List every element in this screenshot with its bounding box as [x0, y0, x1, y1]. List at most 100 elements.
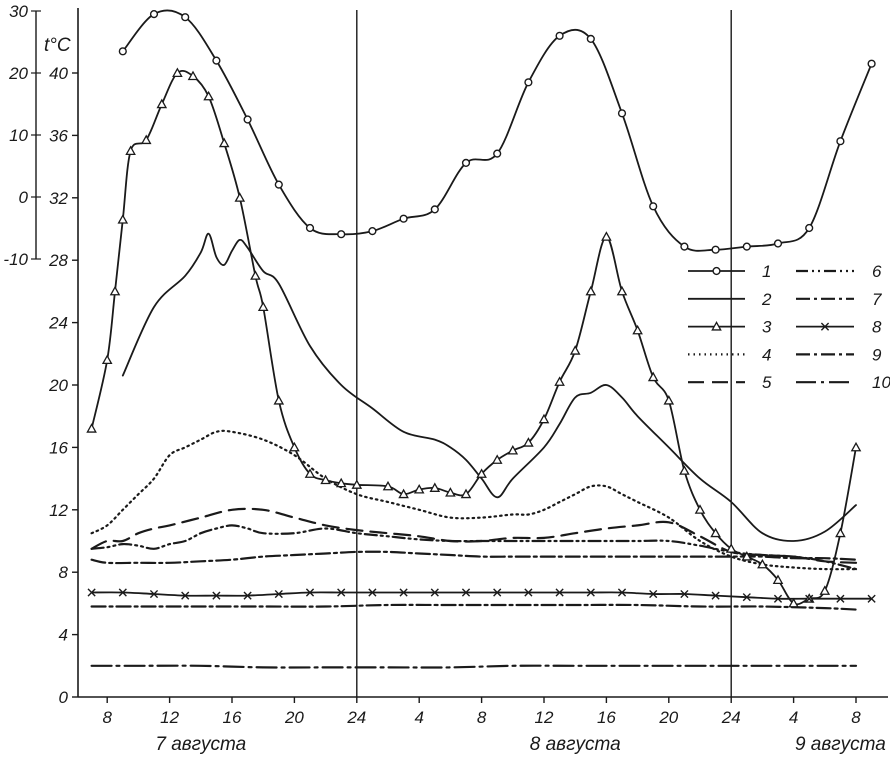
series-3-point	[554, 376, 565, 386]
series-3-point	[140, 134, 152, 145]
series-1-point	[805, 223, 814, 233]
series-markers	[86, 9, 876, 608]
series-6-line	[90, 524, 858, 571]
x-tick-label: 16	[223, 708, 242, 727]
series-3-point	[491, 454, 503, 464]
y-tick-label: 28	[48, 251, 68, 270]
series-1-point	[680, 242, 689, 251]
series-8-point	[773, 594, 783, 603]
series-1-point	[337, 230, 346, 239]
legend-label-6: 6	[872, 262, 882, 281]
series-1-point	[493, 149, 502, 158]
series-3-point	[429, 482, 441, 492]
series-3-point	[382, 480, 394, 491]
series-1-point	[243, 115, 252, 124]
series-3-point	[569, 345, 581, 355]
series-3-point	[351, 479, 363, 489]
series-3-point	[203, 90, 214, 101]
y-tick-label: 12	[49, 501, 68, 520]
inset-tick-label: 20	[8, 64, 28, 83]
x-tick-label: 8	[102, 708, 112, 727]
series-3-point	[218, 137, 230, 148]
series-8-point	[742, 593, 751, 602]
series-8-point	[212, 591, 221, 600]
series-1-point	[649, 202, 658, 211]
series-8-point	[493, 588, 502, 597]
series-1-line	[121, 9, 873, 252]
legend-label-9: 9	[872, 345, 882, 364]
x-tick-label: 16	[597, 708, 616, 727]
series-1-point	[305, 223, 315, 233]
series-8-point	[118, 588, 127, 597]
series-3-point	[632, 324, 643, 335]
legend: 1 2 3 4 5 6 7 8 9 10	[688, 262, 890, 392]
series-3-line	[90, 69, 857, 606]
series-3-point	[156, 98, 168, 109]
series-3-point	[187, 70, 199, 81]
series-8-point	[430, 588, 439, 597]
series-8-point	[867, 594, 876, 603]
series-8-point	[586, 588, 595, 597]
series-3-point	[86, 423, 97, 433]
series-1-point	[773, 239, 783, 248]
x-tick-label: 12	[160, 708, 179, 727]
series-3-point	[788, 597, 799, 608]
y-tick-label: 8	[59, 563, 69, 582]
series-1-point	[461, 158, 471, 168]
series-lines	[90, 9, 873, 669]
series-3-point	[125, 145, 136, 156]
series-8-point	[711, 591, 720, 600]
day-label: 7 августа	[155, 734, 246, 755]
legend-label-7: 7	[872, 290, 882, 309]
series-1-point	[274, 180, 283, 189]
series-8-point	[243, 591, 252, 600]
series-3-point	[335, 477, 347, 488]
series-3-point	[117, 214, 129, 224]
legend-marker-1	[712, 266, 721, 276]
series-3-point	[647, 371, 659, 382]
series-7-line	[90, 550, 858, 565]
legend-marker-8	[820, 322, 830, 331]
y-tick-label: 24	[48, 314, 68, 333]
series-3-point	[741, 551, 753, 561]
series-1-point	[867, 59, 876, 68]
day-label: 8 августа	[530, 734, 621, 755]
series-1-point	[118, 47, 127, 56]
y-tick-label: 40	[49, 64, 68, 83]
legend-label-5: 5	[762, 373, 772, 392]
series-3-point	[398, 488, 409, 499]
series-8-point	[305, 588, 315, 597]
series-8-point	[87, 588, 96, 597]
series-3-point	[460, 488, 472, 499]
series-3-point	[585, 285, 597, 296]
series-1-point	[399, 214, 408, 223]
series-3-point	[819, 585, 831, 595]
series-5-line	[90, 507, 858, 564]
legend-label-10: 10	[872, 373, 890, 392]
series-8-point	[680, 589, 689, 599]
legend-marker-3	[711, 321, 722, 331]
x-tick-label: 24	[721, 708, 741, 727]
series-8-point	[149, 589, 159, 599]
series-1-point	[430, 205, 439, 214]
series-1-point	[742, 242, 751, 251]
series-3-point	[273, 395, 285, 405]
series-1-point	[617, 109, 627, 118]
series-8-point	[805, 594, 814, 603]
series-8-point	[649, 589, 658, 599]
inset-axis-label: t°C	[44, 35, 71, 56]
day-label: 9 августа	[795, 734, 886, 755]
series-3-point	[679, 465, 690, 475]
legend-label-2: 2	[761, 290, 772, 309]
x-tick-label: 8	[851, 708, 861, 727]
series-9-line	[90, 603, 858, 611]
series-3-point	[523, 437, 534, 447]
series-1-point	[149, 9, 159, 19]
series-8-point	[555, 588, 564, 597]
inset-tick-label: -10	[3, 250, 28, 269]
series-3-point	[757, 558, 768, 569]
legend-label-3: 3	[762, 318, 772, 337]
inset-tick-label: 30	[9, 2, 28, 21]
series-3-point	[694, 504, 706, 514]
series-8-point	[461, 588, 471, 597]
